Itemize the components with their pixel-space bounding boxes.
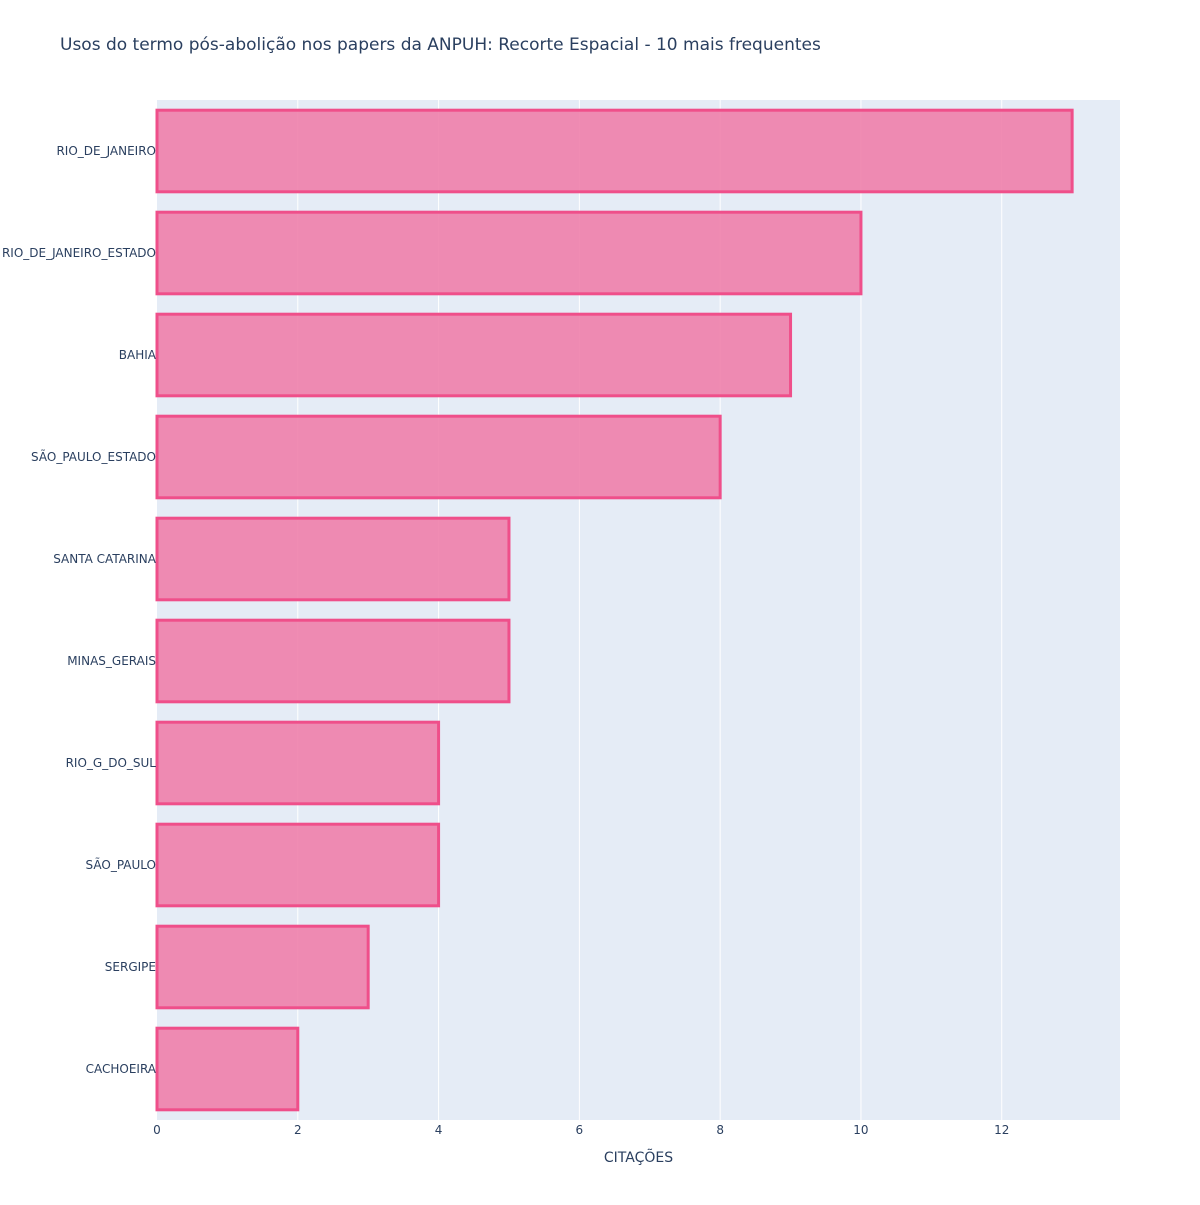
bar [155, 1026, 300, 1112]
y-tick-label: SÃO_PAULO_ESTADO [31, 449, 156, 464]
bar [155, 108, 1074, 194]
y-tick-label: SÃO_PAULO [86, 857, 156, 872]
bar [155, 924, 370, 1010]
y-tick-label: SANTA CATARINA [53, 552, 157, 566]
x-tick-label: 0 [153, 1123, 161, 1137]
bar [155, 516, 511, 602]
y-tick-label: CACHOEIRA [86, 1062, 157, 1076]
x-tick-label: 6 [576, 1123, 584, 1137]
x-tick-label: 8 [716, 1123, 724, 1137]
y-tick-label: RIO_G_DO_SUL [66, 756, 157, 770]
x-tick-label: 10 [853, 1123, 868, 1137]
y-tick-label: BAHIA [119, 348, 157, 362]
bar [155, 210, 863, 296]
y-tick-label: RIO_DE_JANEIRO [56, 144, 156, 158]
y-tick-label: RIO_DE_JANEIRO_ESTADO [2, 246, 156, 260]
chart-title: Usos do termo pós-abolição nos papers da… [60, 35, 821, 55]
x-tick-label: 2 [294, 1123, 302, 1137]
y-axis-ticks: RIO_DE_JANEIRO RIO_DE_JANEIRO_ESTADO BAHIA… [2, 144, 157, 1076]
y-tick-label: SERGIPE [105, 960, 156, 974]
x-tick-label: 4 [435, 1123, 443, 1137]
bar [155, 618, 511, 704]
x-axis-title: CITAÇÕES [604, 1149, 673, 1166]
x-axis-ticks: 0 2 4 6 8 10 12 [153, 1123, 1009, 1137]
y-tick-label: MINAS_GERAIS [67, 654, 156, 668]
bar [155, 720, 441, 806]
bar [155, 822, 441, 908]
bar [155, 312, 793, 398]
bar [155, 414, 722, 500]
x-tick-label: 12 [994, 1123, 1009, 1137]
bars [155, 108, 1074, 1112]
